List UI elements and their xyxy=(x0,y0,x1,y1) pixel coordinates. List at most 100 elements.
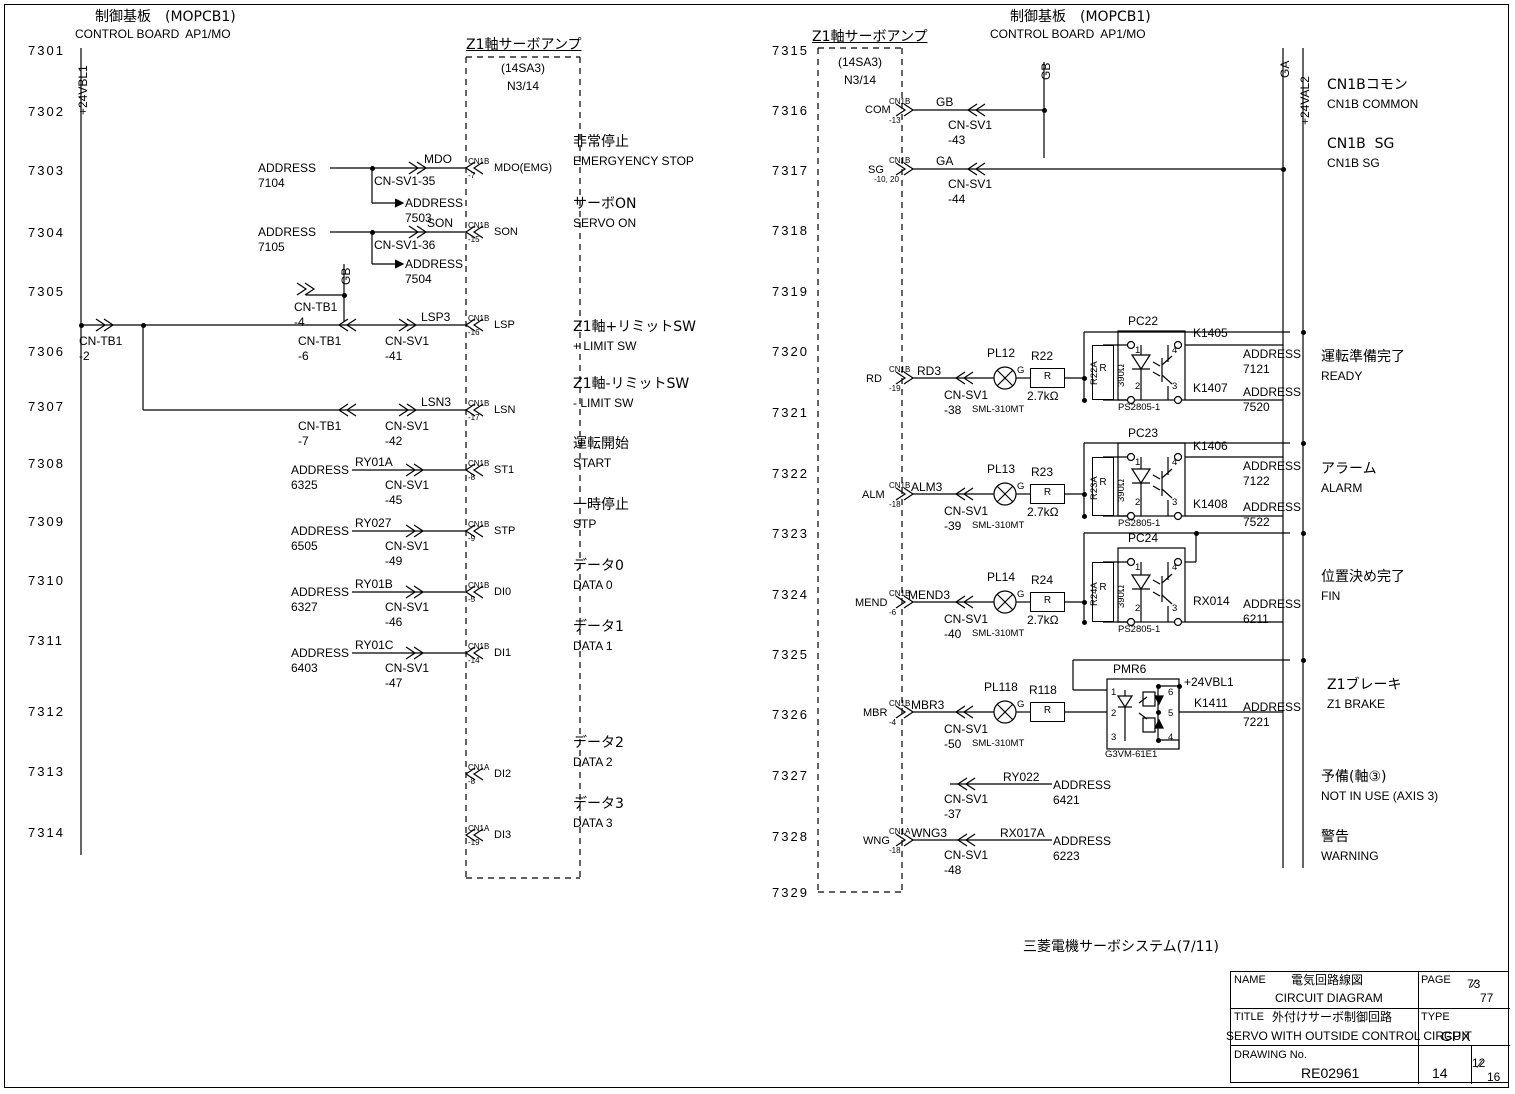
tb-page-num: 73 xyxy=(1467,977,1481,991)
signal-label: MDO xyxy=(424,152,452,166)
connector-label: CN-SV1 -39 xyxy=(944,504,989,533)
junction-dot xyxy=(1155,683,1161,689)
pin-number-label: -6 xyxy=(889,608,897,617)
output-address-2: ADDRESS 6211 xyxy=(1243,597,1302,626)
output-address-2: ADDRESS 7520 xyxy=(1243,385,1302,414)
output-address-1: ADDRESS 7122 xyxy=(1243,459,1302,488)
terminal-label: DI2 xyxy=(494,768,512,780)
bus-label-24vbl1: +24VBL1 xyxy=(76,65,90,115)
pin-group-label: CN1B xyxy=(468,157,490,166)
signal-label: RY022 xyxy=(1003,770,1040,784)
resistor-value-label: 2.7kΩ xyxy=(1027,389,1059,403)
opto-pin-4: 4 xyxy=(1172,457,1178,468)
right-board-title-jp: 制御基板 (MOPCB1) xyxy=(1010,9,1151,25)
function-label-en: SERVO ON xyxy=(573,216,637,230)
optocoupler-label: PC22 xyxy=(1128,314,1159,328)
tb-type-val: GPX xyxy=(1441,1028,1471,1044)
function-label-jp: 一時停止 xyxy=(573,497,629,513)
pin-group-label: CN1B xyxy=(468,459,490,468)
left-amp-title-jp: Z1軸サーボアンプ xyxy=(466,37,582,53)
rung-number: 7329 xyxy=(772,885,809,900)
right-amp-ref: N3/14 xyxy=(843,73,877,87)
pin-group-label: CN1B xyxy=(889,589,911,598)
function-label-en: - LIMIT SW xyxy=(573,396,634,410)
connector-label: CN-SV1 -43 xyxy=(948,118,993,147)
opto-pin-4: 4 xyxy=(1168,732,1174,743)
resistor-value-label: 2.7kΩ xyxy=(1027,505,1059,519)
rung-number: 7302 xyxy=(28,104,65,119)
resistor-r23-body: R xyxy=(1030,484,1065,504)
resistor-r23a-body: R xyxy=(1092,457,1114,516)
lamp-pin-label: G xyxy=(1017,699,1025,710)
junction-dot xyxy=(1155,737,1161,743)
terminal-label: RD xyxy=(866,373,882,385)
function-label-jp: 警告 xyxy=(1321,829,1349,845)
optocoupler-type-label: PS2805-1 xyxy=(1118,624,1161,635)
page-border xyxy=(4,4,1509,1088)
junction-dot xyxy=(1280,166,1286,172)
resistor2-value-label: 390Ω xyxy=(1116,364,1127,387)
function-label-en: EMERGYENCY STOP xyxy=(573,154,694,168)
junction-dot xyxy=(78,322,84,328)
terminal-label: WNG xyxy=(863,835,890,847)
pin-group-label: CN1B xyxy=(889,156,911,165)
pin-group-label: CN1A xyxy=(468,824,490,833)
function-label-en: CN1B SG xyxy=(1327,156,1380,170)
pin-number-label: -14 xyxy=(468,656,480,665)
opto-pin-3: 3 xyxy=(1172,381,1178,392)
function-label-en: DATA 2 xyxy=(573,755,613,769)
output-relay-1: K1405 xyxy=(1193,326,1228,340)
signal-label: LSP3 xyxy=(421,310,451,324)
junction-dot xyxy=(1300,530,1306,536)
opto-pin-1: 1 xyxy=(1111,687,1117,698)
pin-group-label: CN1B xyxy=(889,365,911,374)
signal-label: RY01A xyxy=(355,455,393,469)
left-board-title-en: CONTROL BOARD AP1/MO xyxy=(75,27,231,41)
pin-group-label: CN1B xyxy=(468,642,490,651)
pin-group-label: CN1B xyxy=(889,97,911,106)
signal-label: MEND3 xyxy=(908,588,951,602)
resistor2-label: R22A xyxy=(1089,361,1100,385)
branch-address-label: ADDRESS 7504 xyxy=(405,257,464,286)
title-block xyxy=(1230,971,1510,1084)
signal-label: SON xyxy=(427,216,454,230)
left-board-title-jp: 制御基板 (MOPCB1) xyxy=(95,9,236,25)
pin-number-label: -19 xyxy=(889,384,901,393)
rung-number: 7315 xyxy=(772,43,809,58)
pin-group-label: CN1B xyxy=(468,314,490,323)
function-label-en: FIN xyxy=(1321,589,1341,603)
terminal-label: DI0 xyxy=(494,586,512,598)
pin-number-label: -16 xyxy=(468,328,480,337)
resistor2-label: R23A xyxy=(1089,476,1100,500)
rung-number: 7307 xyxy=(28,399,65,414)
function-label-jp: CN1Bコモン xyxy=(1327,77,1408,93)
left-amp-ref: N3/14 xyxy=(506,79,540,93)
rung-number: 7312 xyxy=(28,704,65,719)
left-amp-code: (14SA3) xyxy=(500,61,546,75)
output-relay-2: K1407 xyxy=(1193,381,1228,395)
rung-number: 7316 xyxy=(772,103,809,118)
pin-number-label: -13 xyxy=(889,116,901,125)
function-label-jp: Z1ブレーキ xyxy=(1327,677,1402,693)
signal-label: RY01C xyxy=(355,638,394,652)
output-address-2: ADDRESS 7522 xyxy=(1243,500,1302,529)
signal-label: GB xyxy=(936,95,954,109)
connector-label: CN-SV1 -45 xyxy=(385,478,430,507)
opto-pin-1: 1 xyxy=(1135,345,1141,356)
output-relay-1: K1406 xyxy=(1193,439,1228,453)
terminal-label: COM xyxy=(865,104,891,116)
pin-number-label: -10, 20 xyxy=(874,175,899,184)
optocoupler-type-label: G3VM-61E1 xyxy=(1105,749,1158,760)
opto-pin-2: 2 xyxy=(1135,381,1141,392)
tb-rev-bot: 16 xyxy=(1487,1070,1501,1084)
terminal-label: SG xyxy=(868,164,884,176)
address-label: ADDRESS 6421 xyxy=(1053,778,1112,807)
optocoupler-label: PMR6 xyxy=(1113,662,1147,676)
function-label-jp: 位置決め完了 xyxy=(1321,569,1405,585)
connector-label: CN-SV1 -49 xyxy=(385,539,430,568)
pin-number-label: -15 xyxy=(468,235,480,244)
connector-label: CN-SV1 -42 xyxy=(385,419,430,448)
pin-number-label: -18 xyxy=(889,500,901,509)
function-label-en: START xyxy=(573,456,612,470)
